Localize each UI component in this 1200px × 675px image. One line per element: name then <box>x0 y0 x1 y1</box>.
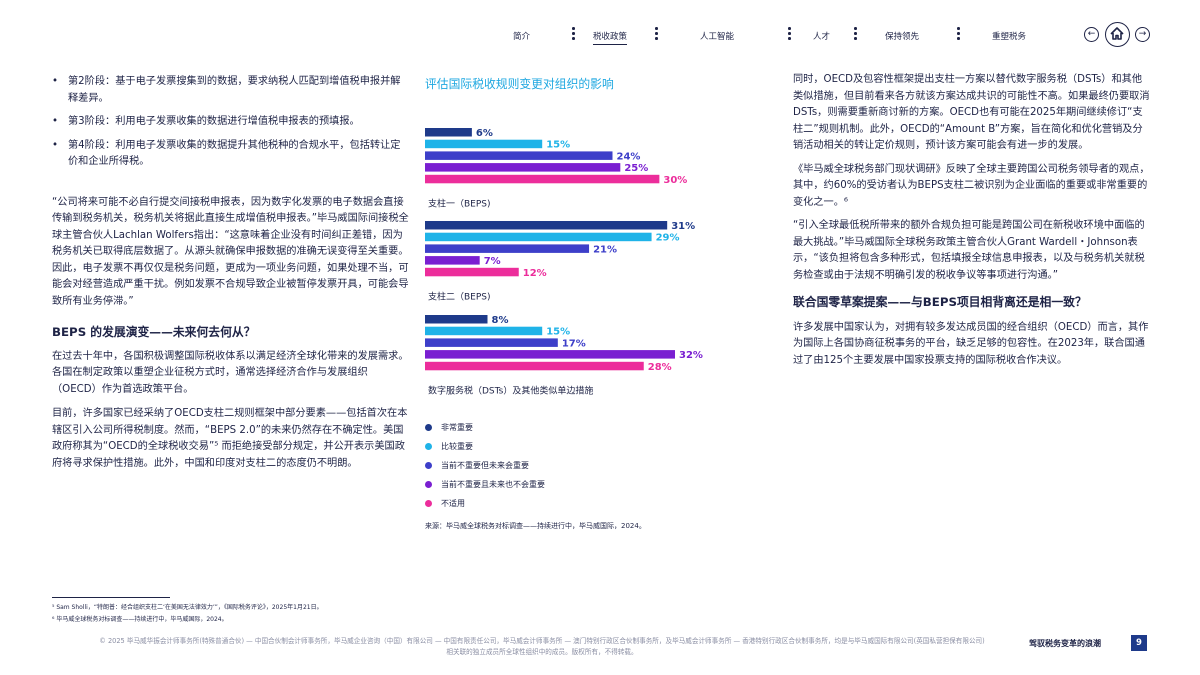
page-nav-controls: ← → <box>1084 22 1150 48</box>
quote-paragraph: “公司将来可能不必自行提交间接税申报表，因为数字化发票的电子数据会直接传输到税务… <box>52 196 409 307</box>
legend-item: 比较重要 <box>425 437 545 456</box>
top-navigation: 简介 税收政策 人工智能 人才 保持领先 重塑税务 <box>505 24 1045 46</box>
nav-item-stay-ahead[interactable]: 保持领先 <box>885 32 920 42</box>
body-paragraph: 《毕马威全球税务部门现状调研》反映了全球主要跨国公司税务领导者的观点，其中，约6… <box>793 163 1150 208</box>
chart-bar <box>425 151 613 160</box>
nav-item-reshape-tax[interactable]: 重塑税务 <box>992 32 1027 42</box>
group-label: 支柱一（BEPS) <box>428 198 491 210</box>
nav-item-tax-policy[interactable]: 税收政策 <box>593 30 628 45</box>
chart-bar <box>425 128 472 137</box>
legend-item: 当前不重要且未来也不会重要 <box>425 475 545 494</box>
group-label: 支柱二（BEPS) <box>428 291 491 303</box>
chart-title: 评估国际税收规则变更对组织的影响 <box>425 77 614 91</box>
data-label: 15% <box>546 327 570 338</box>
data-label: 29% <box>656 233 680 244</box>
legend-label: 不适用 <box>441 499 465 508</box>
nav-separator <box>655 27 658 43</box>
data-label: 21% <box>593 244 617 255</box>
body-paragraph: 许多发展中国家认为，对拥有较多发达成员国的经合组织（OECD）而言，其作为国际上… <box>793 321 1149 366</box>
legend-item: 当前不重要但未来会重要 <box>425 456 545 475</box>
nav-item-talent[interactable]: 人才 <box>813 32 831 42</box>
nav-separator <box>854 27 857 43</box>
data-label: 31% <box>671 221 695 232</box>
body-paragraph: 目前，许多国家已经采纳了OECD支柱二规则框架中部分要素——包括首次在本辖区引入… <box>52 408 408 469</box>
footer-title: 驾驭税务变革的浪潮 <box>1029 639 1101 648</box>
chart-bar <box>425 267 519 277</box>
body-paragraph: 同时，OECD及包容性框架提出支柱一方案以替代数字服务税（DSTs）和其他类似措… <box>793 74 1150 151</box>
nav-separator <box>572 27 575 43</box>
list-item: 第2阶段：基于电子发票搜集到的数据，要求纳税人匹配到增值税申报并解释差异。 <box>52 74 410 107</box>
copyright-text: © 2025 毕马威华振会计师事务所(特殊普通合伙) — 中国合伙制会计师事务所… <box>99 637 985 656</box>
chart-bar <box>425 326 543 336</box>
legend-item: 不适用 <box>425 494 545 513</box>
nav-separator <box>957 27 960 43</box>
quote-paragraph: “引入全球最低税所带来的额外合规负担可能是跨国公司在新税收环境中面临的最大挑战。… <box>793 220 1145 281</box>
group-label: 数字服务税（DSTs）及其他类似单边措施 <box>428 385 593 397</box>
data-label: 12% <box>523 268 547 279</box>
data-label: 17% <box>562 338 586 349</box>
left-column: 第2阶段：基于电子发票搜集到的数据，要求纳税人匹配到增值税申报并解释差异。 第3… <box>52 74 410 480</box>
chart-bar <box>425 256 480 265</box>
chart-bar <box>425 350 675 359</box>
bar-chart: 6% 15% 24%25% 30% 支柱一（BEPS) 31%29% 21% 7% 12% 支柱二… <box>425 128 703 397</box>
legend-swatch <box>425 481 432 488</box>
data-label: 8% <box>492 315 509 326</box>
phase-list: 第2阶段：基于电子发票搜集到的数据，要求纳税人匹配到增值税申报并解释差异。 第3… <box>52 74 410 171</box>
chart-bar <box>425 139 543 149</box>
prev-arrow-icon[interactable]: ← <box>1084 27 1099 42</box>
body-paragraph: 在过去十年中，各国积极调整国际税收体系以满足经济全球化带来的发展需求。各国在制定… <box>52 350 409 395</box>
footnote: ⁶ 毕马威全球税务对标调查——持续进行中，毕马威国际，2024。 <box>52 616 228 623</box>
chart-source: 来源：毕马威全球税务对标调查——持续进行中，毕马威国际，2024。 <box>425 522 646 530</box>
data-label: 6% <box>476 128 493 139</box>
data-label: 25% <box>624 163 648 174</box>
chart-legend: 非常重要比较重要当前不重要但未来会重要当前不重要且未来也不会重要 不适用 <box>425 418 545 513</box>
data-label: 30% <box>663 175 687 186</box>
legend-label: 当前不重要但未来会重要 <box>441 461 529 470</box>
right-column: 同时，OECD及包容性框架提出支柱一方案以替代数字服务税（DSTs）和其他类似措… <box>793 72 1151 376</box>
chart-bar <box>425 338 558 347</box>
legend-item: 非常重要 <box>425 418 545 437</box>
nav-item-intro[interactable]: 简介 <box>513 32 531 42</box>
data-label: 15% <box>546 140 570 151</box>
legend-swatch <box>425 443 432 450</box>
section-heading: BEPS 的发展演变——未来何去何从？ <box>52 325 256 339</box>
legend-swatch <box>425 462 432 469</box>
footnote-divider <box>52 597 170 598</box>
footnote: ⁵ Sam Sholli，“特朗普：经合组织支柱二‘在美国无法律效力’”，《国际… <box>52 604 323 611</box>
legend-swatch <box>425 500 432 507</box>
chart-bar <box>425 232 652 242</box>
data-label: 7% <box>484 256 501 267</box>
nav-item-ai[interactable]: 人工智能 <box>700 32 735 42</box>
legend-label: 非常重要 <box>441 423 473 432</box>
chart-bar <box>425 315 488 324</box>
list-item: 第4阶段：利用电子发票收集的数据提升其他税种的合规水平，包括转让定价和企业所得税… <box>52 138 410 171</box>
legend-label: 当前不重要且未来也不会重要 <box>441 480 545 489</box>
chart-bar <box>425 244 590 253</box>
nav-separator <box>788 27 791 43</box>
home-icon[interactable] <box>1105 22 1130 47</box>
legend-swatch <box>425 424 432 431</box>
data-label: 32% <box>679 350 703 361</box>
data-label: 24% <box>617 151 641 162</box>
section-heading: 联合国零草案提案——与BEPS项目相背离还是相一致？ <box>793 295 1087 309</box>
chart-bar <box>425 221 668 230</box>
list-item: 第3阶段：利用电子发票收集的数据进行增值税申报表的预填报。 <box>52 114 410 131</box>
legend-label: 比较重要 <box>441 442 473 451</box>
chart-bar <box>425 163 621 172</box>
chart-bar <box>425 361 644 371</box>
chart-bar <box>425 174 660 184</box>
data-label: 28% <box>648 362 672 373</box>
page-number: 9 <box>1131 635 1147 651</box>
footnotes: ⁵ Sam Sholli，“特朗普：经合组织支柱二‘在美国无法律效力’”，《国际… <box>52 602 323 626</box>
next-arrow-icon[interactable]: → <box>1135 27 1150 42</box>
